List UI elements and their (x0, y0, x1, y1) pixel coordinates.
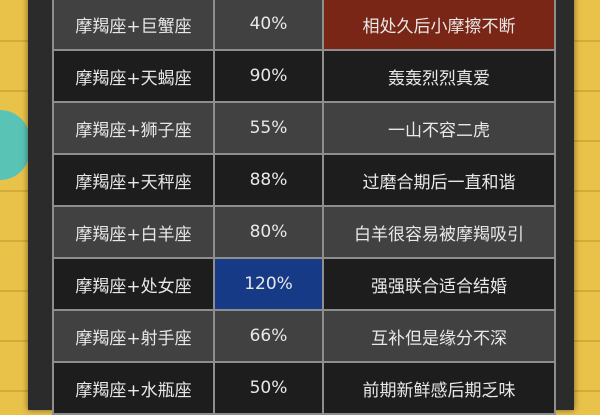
pair-cell: 摩羯座+射手座 (52, 309, 215, 363)
rate-cell: 120% (213, 257, 324, 311)
table-row: 摩羯座+天秤座 88% 过磨合期后一直和谐 (52, 153, 556, 207)
note-cell: 轰轰烈烈真爱 (322, 49, 556, 103)
note-cell: 相处久后小摩擦不断 (322, 0, 556, 51)
rate-cell: 88% (213, 153, 324, 207)
note-cell: 过磨合期后一直和谐 (322, 153, 556, 207)
table-row: 摩羯座+天蝎座 90% 轰轰烈烈真爱 (52, 49, 556, 103)
pair-cell: 摩羯座+天蝎座 (52, 49, 215, 103)
pair-cell: 摩羯座+巨蟹座 (52, 0, 215, 51)
rate-cell: 90% (213, 49, 324, 103)
pair-cell: 摩羯座+狮子座 (52, 101, 215, 155)
rate-cell: 66% (213, 309, 324, 363)
table-row: 摩羯座+水瓶座 50% 前期新鲜感后期乏味 (52, 361, 556, 415)
note-cell: 白羊很容易被摩羯吸引 (322, 205, 556, 259)
decorative-shape (0, 110, 30, 180)
rate-cell: 80% (213, 205, 324, 259)
compatibility-table: 摩羯座+巨蟹座 40% 相处久后小摩擦不断 摩羯座+天蝎座 90% 轰轰烈烈真爱 摩羯座+狮… (52, 0, 556, 415)
pair-cell: 摩羯座+水瓶座 (52, 361, 215, 415)
table-row: 摩羯座+巨蟹座 40% 相处久后小摩擦不断 (52, 0, 556, 51)
rate-cell: 40% (213, 0, 324, 51)
pair-cell: 摩羯座+处女座 (52, 257, 215, 311)
note-cell: 强强联合适合结婚 (322, 257, 556, 311)
pair-cell: 摩羯座+天秤座 (52, 153, 215, 207)
rate-cell: 50% (213, 361, 324, 415)
rate-cell: 55% (213, 101, 324, 155)
note-cell: 一山不容二虎 (322, 101, 556, 155)
table-row: 摩羯座+射手座 66% 互补但是缘分不深 (52, 309, 556, 363)
table-row: 摩羯座+狮子座 55% 一山不容二虎 (52, 101, 556, 155)
table-row: 摩羯座+处女座 120% 强强联合适合结婚 (52, 257, 556, 311)
note-cell: 互补但是缘分不深 (322, 309, 556, 363)
note-cell: 前期新鲜感后期乏味 (322, 361, 556, 415)
table-row: 摩羯座+白羊座 80% 白羊很容易被摩羯吸引 (52, 205, 556, 259)
pair-cell: 摩羯座+白羊座 (52, 205, 215, 259)
